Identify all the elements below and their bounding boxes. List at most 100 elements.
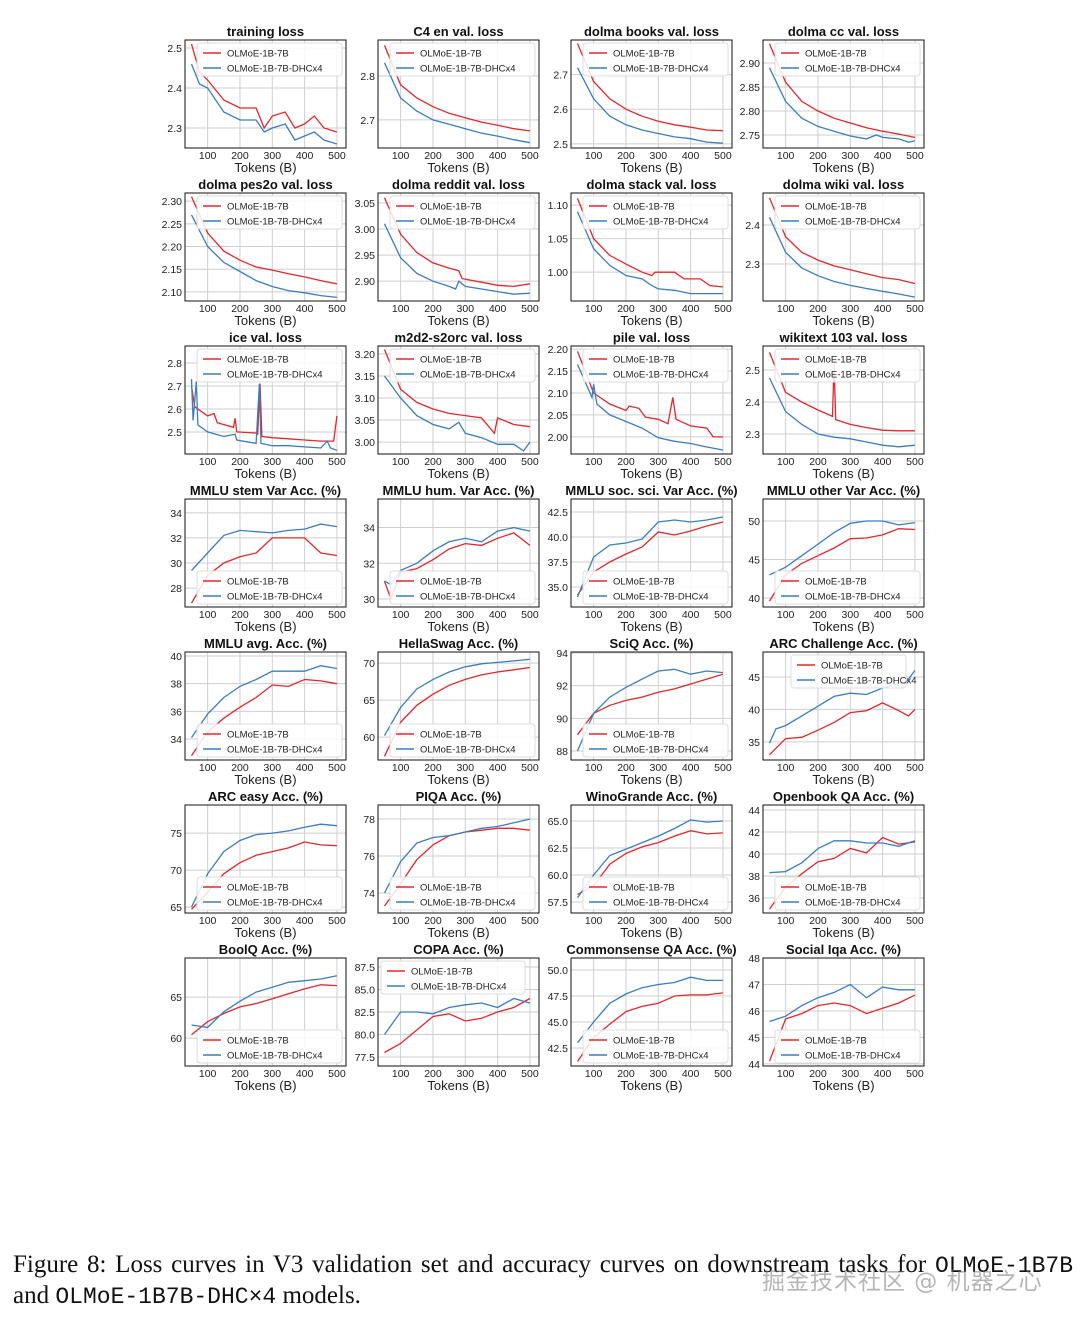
x-tick-label: 500 (521, 150, 539, 162)
legend: OLMoE-1B-7B OLMoE-1B-7B-DHCx4 (790, 654, 917, 689)
x-axis-label: Tokens (B) (620, 772, 682, 787)
chart-panel: 100 200 300 400 500 44 45 46 47 48 Social Iqa Acc.… (748, 942, 925, 1093)
y-tick-label: 88 (556, 746, 568, 758)
legend-label: OLMoE-1B-7B-DHCx4 (613, 898, 709, 909)
x-tick-label: 200 (809, 609, 827, 621)
x-tick-label: 100 (392, 456, 410, 468)
legend: OLMoE-1B-7B OLMoE-1B-7B-DHCx4 (582, 723, 729, 758)
y-tick-label: 65 (363, 695, 375, 707)
legend-box (582, 1029, 729, 1064)
y-tick-label: 2.5 (553, 139, 568, 151)
chart-title: MMLU avg. Acc. (%) (204, 636, 327, 651)
plot-frame (184, 192, 347, 302)
legend-label: OLMoE-1B-7B (613, 730, 675, 741)
legend-label: OLMoE-1B-7B-DHCx4 (227, 745, 323, 756)
y-tick-label: 40 (748, 704, 760, 716)
x-tick-label: 400 (874, 303, 892, 315)
x-tick-label: 500 (521, 609, 539, 621)
x-tick-label: 300 (264, 762, 282, 774)
series-line-dhcx4 (769, 983, 915, 1023)
y-tick-label: 2.7 (553, 70, 568, 82)
plot-frame (377, 498, 540, 608)
legend: OLMoE-1B-7B OLMoE-1B-7B-DHCx4 (774, 195, 921, 230)
x-tick-label: 300 (842, 609, 860, 621)
legend-label: OLMoE-1B-7B-DHCx4 (227, 898, 323, 909)
legend-label: OLMoE-1B-7B (805, 883, 867, 894)
x-tick-label: 500 (906, 456, 924, 468)
y-tick-label: 65 (170, 902, 182, 914)
legend: OLMoE-1B-7B OLMoE-1B-7B-DHCx4 (196, 195, 343, 230)
series-line-dhcx4 (768, 67, 916, 143)
x-tick-label: 100 (585, 609, 603, 621)
y-tick-label: 60 (170, 1033, 182, 1045)
y-tick-label: 35 (748, 737, 760, 749)
series-line-baseline (768, 352, 915, 432)
series-line-dhcx4 (190, 63, 338, 145)
x-tick-label: 400 (489, 150, 507, 162)
legend-box (196, 570, 343, 605)
series-line-baseline (768, 197, 916, 285)
x-tick-label: 200 (617, 762, 635, 774)
legend-box (196, 195, 343, 230)
x-tick-label: 500 (906, 762, 924, 774)
figure-caption: Figure 8: Loss curves in V3 validation s… (13, 1250, 1073, 1312)
x-tick-label: 200 (231, 150, 249, 162)
chart-title: dolma reddit val. loss (392, 177, 525, 192)
chart-title: Social Iqa Acc. (%) (786, 942, 901, 957)
x-tick-label: 400 (874, 915, 892, 927)
legend-box (774, 195, 921, 230)
x-axis-label: Tokens (B) (427, 772, 489, 787)
legend: OLMoE-1B-7B OLMoE-1B-7B-DHCx4 (774, 42, 921, 77)
legend: OLMoE-1B-7B OLMoE-1B-7B-DHCx4 (582, 570, 729, 605)
x-axis-label: Tokens (B) (234, 313, 296, 328)
x-tick-label: 500 (906, 915, 924, 927)
legend-label: OLMoE-1B-7B-DHCx4 (805, 898, 901, 909)
figure-grid: 100 200 300 400 500 2.3 2.4 2.5 training loss Tok… (162, 24, 925, 1093)
series-line-dhcx4 (383, 658, 530, 736)
legend-label: OLMoE-1B-7B-DHCx4 (613, 370, 709, 381)
x-axis-label: Tokens (B) (427, 466, 489, 481)
chart-title: BoolQ Acc. (%) (219, 942, 312, 957)
caption-label: Figure 8: (13, 1251, 107, 1278)
y-tick-label: 2.05 (548, 410, 569, 422)
series-line-dhcx4 (576, 211, 723, 295)
chart-panel: 100 200 300 400 500 36 38 40 42 44 Openbook QA Acc… (748, 789, 925, 940)
x-tick-label: 100 (392, 915, 410, 927)
y-tick-label: 2.5 (167, 43, 182, 55)
x-tick-label: 500 (328, 303, 346, 315)
x-tick-label: 100 (777, 762, 795, 774)
chart-panel: 100 200 300 400 500 2.5 2.6 2.7 dolma books val.… (553, 24, 733, 175)
legend-box (582, 876, 729, 911)
x-tick-label: 400 (489, 609, 507, 621)
legend-label: OLMoE-1B-7B (420, 883, 482, 894)
chart-title: Commonsense QA Acc. (%) (566, 942, 736, 957)
y-tick-label: 2.4 (167, 83, 182, 95)
series-line-baseline (576, 673, 724, 736)
y-tick-label: 2.7 (360, 115, 375, 127)
series-line-dhcx4 (576, 668, 723, 752)
y-tick-label: 38 (748, 871, 760, 883)
plot-frame (184, 651, 347, 761)
legend: OLMoE-1B-7B OLMoE-1B-7B-DHCx4 (774, 348, 921, 383)
plot-frame (184, 957, 347, 1067)
legend-label: OLMoE-1B-7B (805, 1036, 867, 1047)
x-tick-label: 300 (650, 762, 668, 774)
legend-box (196, 723, 343, 758)
plot-frame (762, 804, 925, 914)
y-tick-label: 30 (170, 558, 182, 570)
x-tick-label: 300 (264, 303, 282, 315)
legend-box (389, 876, 536, 911)
x-axis-label: Tokens (B) (620, 160, 682, 175)
series-line-dhcx4 (769, 520, 915, 576)
x-tick-label: 200 (424, 609, 442, 621)
y-tick-label: 34 (363, 523, 375, 535)
legend-label: OLMoE-1B-7B (227, 49, 289, 60)
y-tick-label: 75 (170, 828, 182, 840)
y-tick-label: 50 (748, 516, 760, 528)
x-tick-label: 200 (231, 762, 249, 774)
series-line-baseline (384, 997, 531, 1054)
x-axis-label: Tokens (B) (812, 619, 874, 634)
legend: OLMoE-1B-7B OLMoE-1B-7B-DHCx4 (389, 348, 536, 383)
chart-panel: 100 200 300 400 500 2.5 2.6 2.7 2.8 ice val. loss… (167, 330, 347, 481)
x-tick-label: 200 (809, 1068, 827, 1080)
